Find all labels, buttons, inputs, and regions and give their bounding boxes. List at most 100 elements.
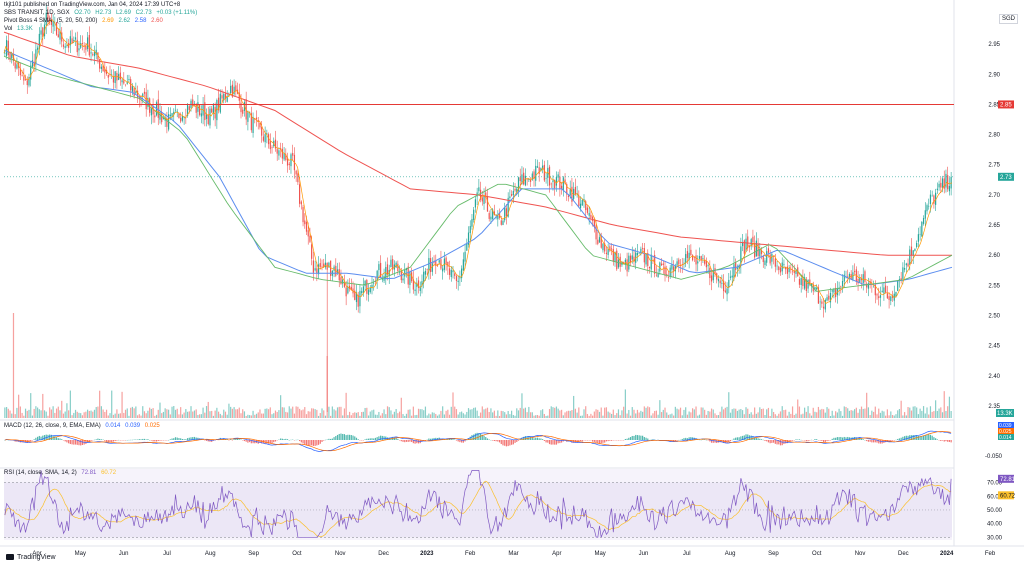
candle-body bbox=[940, 183, 941, 188]
macd-hist-bar bbox=[518, 440, 519, 441]
macd-hist-bar bbox=[352, 436, 353, 440]
volume-bar bbox=[651, 415, 652, 418]
macd-hist-bar bbox=[371, 438, 372, 440]
volume-bar bbox=[120, 413, 121, 418]
volume-bar bbox=[730, 413, 731, 418]
macd-hist-bar bbox=[628, 438, 629, 440]
volume-bar bbox=[718, 415, 719, 418]
candle-body bbox=[82, 43, 83, 44]
candle-body bbox=[661, 264, 662, 266]
candle-body bbox=[876, 294, 877, 295]
macd-hist-bar bbox=[861, 439, 862, 440]
volume-bar bbox=[487, 408, 488, 418]
volume-bar bbox=[689, 411, 690, 418]
price-tick-label: 2.95 bbox=[988, 42, 1000, 48]
candle-body bbox=[123, 80, 124, 83]
candle-body bbox=[75, 37, 76, 39]
volume-bar bbox=[709, 412, 710, 418]
volume-bar bbox=[701, 407, 702, 418]
price-tick-label: 2.40 bbox=[988, 374, 1000, 380]
candle-body bbox=[863, 274, 864, 283]
price-tick-label: 2.55 bbox=[988, 283, 1000, 289]
currency-badge[interactable]: SGD bbox=[999, 14, 1018, 24]
candle-body bbox=[575, 187, 576, 194]
volume-bar bbox=[337, 407, 338, 418]
volume-bar bbox=[78, 413, 79, 418]
rsi-label[interactable]: RSI (14, close, SMA, 14, 2) bbox=[4, 470, 77, 476]
candle-body bbox=[442, 269, 443, 272]
candle-body bbox=[11, 54, 12, 58]
volume-bar bbox=[866, 393, 867, 418]
volume-bar bbox=[358, 412, 359, 418]
macd-hist-bar bbox=[714, 440, 715, 443]
volume-bar bbox=[916, 407, 917, 418]
macd-label[interactable]: MACD (12, 26, close, 9, EMA, EMA) bbox=[4, 423, 101, 429]
volume-bar bbox=[532, 412, 533, 418]
macd-hist-bar bbox=[809, 440, 810, 441]
volume-bar bbox=[361, 412, 362, 418]
vol-label[interactable]: Vol bbox=[4, 26, 12, 32]
macd-hist-bar bbox=[80, 440, 81, 445]
x-tick-label: Apr bbox=[552, 551, 561, 557]
volume-bar bbox=[795, 414, 796, 418]
macd-hist-bar bbox=[780, 440, 781, 445]
candle-body bbox=[721, 283, 722, 284]
candle-body bbox=[780, 268, 781, 273]
candle-body bbox=[318, 264, 319, 274]
volume-bar bbox=[944, 391, 945, 418]
macd-hist-bar bbox=[101, 439, 102, 440]
volume-bar bbox=[471, 409, 472, 418]
candle-body bbox=[490, 217, 491, 220]
volume-bar bbox=[313, 409, 314, 418]
volume-bar bbox=[899, 409, 900, 418]
candle-body bbox=[313, 260, 314, 272]
volume-bar bbox=[478, 416, 479, 418]
volume-bar bbox=[182, 414, 183, 418]
symbol-text[interactable]: SBS TRANSIT, 1D, SGX bbox=[4, 10, 70, 16]
volume-bar bbox=[947, 406, 948, 418]
close-value: C2.73 bbox=[136, 10, 152, 16]
candle-body bbox=[128, 79, 129, 80]
macd-hist-bar bbox=[328, 439, 329, 440]
volume-bar bbox=[628, 410, 629, 418]
volume-bar bbox=[437, 416, 438, 418]
volume-bar bbox=[521, 393, 522, 418]
candle-body bbox=[599, 237, 600, 242]
volume-bar bbox=[216, 408, 217, 418]
macd-hist-bar bbox=[863, 439, 864, 440]
volume-bar bbox=[633, 410, 634, 418]
macd-hist-bar bbox=[320, 440, 321, 444]
macd-hist-bar bbox=[552, 440, 553, 445]
macd-hist-bar bbox=[633, 436, 634, 440]
volume-bar bbox=[175, 410, 176, 418]
volume-bar bbox=[840, 411, 841, 418]
volume-bar bbox=[895, 414, 896, 418]
macd-hist-bar bbox=[901, 438, 902, 440]
macd-hist-bar bbox=[377, 437, 378, 440]
candle-body bbox=[864, 271, 865, 282]
candle-body bbox=[397, 264, 398, 271]
volume-bar bbox=[477, 411, 478, 418]
macd-hist-bar bbox=[514, 440, 515, 443]
macd-hist-bar bbox=[304, 440, 305, 444]
candle-body bbox=[308, 230, 309, 236]
volume-bar bbox=[887, 409, 888, 418]
volume-bar bbox=[251, 415, 252, 418]
volume-bar bbox=[187, 412, 188, 418]
volume-bar bbox=[873, 412, 874, 418]
volume-bar bbox=[564, 412, 565, 418]
volume-bar bbox=[794, 415, 795, 418]
volume-bar bbox=[694, 409, 695, 418]
candle-body bbox=[509, 196, 510, 198]
macd-hist-bar bbox=[644, 437, 645, 440]
volume-bar bbox=[663, 410, 664, 418]
pivot-label[interactable]: Pivot Boss 4 SMA bbox=[4, 18, 52, 24]
volume-bar bbox=[11, 414, 12, 418]
candle-body bbox=[932, 196, 933, 197]
candle-body bbox=[902, 267, 903, 278]
candle-body bbox=[539, 167, 540, 174]
volume-bar bbox=[383, 409, 384, 418]
volume-bar bbox=[601, 408, 602, 418]
